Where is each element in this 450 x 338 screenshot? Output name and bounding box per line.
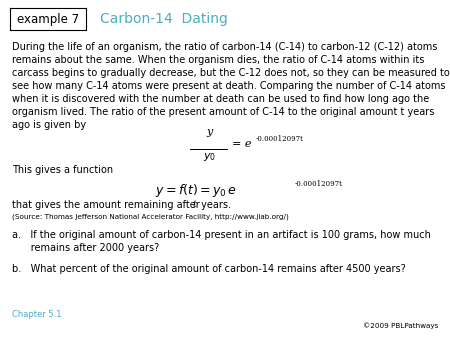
Text: a.   If the original amount of carbon-14 present in an artifact is 100 grams, ho: a. If the original amount of carbon-14 p…: [12, 230, 431, 240]
Text: carcass begins to gradually decrease, but the C-12 does not, so they can be meas: carcass begins to gradually decrease, bu…: [12, 68, 450, 78]
Text: Carbon-14  Dating: Carbon-14 Dating: [100, 12, 228, 26]
Text: -0.00012097t: -0.00012097t: [256, 135, 304, 143]
Text: During the life of an organism, the ratio of carbon-14 (C-14) to carbon-12 (C-12: During the life of an organism, the rati…: [12, 42, 437, 52]
Text: see how many C-14 atoms were present at death. Comparing the number of C-14 atom: see how many C-14 atoms were present at …: [12, 81, 445, 91]
Text: (Source: Thomas Jefferson National Accelerator Facility, http://www.jlab.org/): (Source: Thomas Jefferson National Accel…: [12, 213, 289, 219]
Text: remains about the same. When the organism dies, the ratio of C-14 atoms within i: remains about the same. When the organis…: [12, 55, 424, 65]
Text: Chapter 5.1: Chapter 5.1: [12, 310, 62, 319]
Text: b.   What percent of the original amount of carbon-14 remains after 4500 years?: b. What percent of the original amount o…: [12, 264, 406, 274]
Text: organism lived. The ratio of the present amount of C-14 to the original amount t: organism lived. The ratio of the present…: [12, 107, 434, 117]
Text: This gives a function: This gives a function: [12, 165, 113, 175]
Text: y: y: [207, 127, 213, 137]
Text: when it is discovered with the number at death can be used to find how long ago : when it is discovered with the number at…: [12, 94, 429, 104]
Text: t: t: [192, 200, 196, 209]
Text: -0.00012097t: -0.00012097t: [295, 180, 343, 188]
Text: ago is given by: ago is given by: [12, 120, 86, 130]
Text: $y_0$: $y_0$: [203, 151, 216, 163]
Text: that gives the amount remaining after: that gives the amount remaining after: [12, 200, 203, 210]
Text: = e: = e: [232, 139, 252, 149]
Text: $y = f(t) = y_0\,e$: $y = f(t) = y_0\,e$: [155, 182, 237, 199]
Text: example 7: example 7: [17, 13, 79, 25]
Text: years.: years.: [198, 200, 231, 210]
Text: ©2009 PBLPathways: ©2009 PBLPathways: [363, 322, 438, 329]
Text: remains after 2000 years?: remains after 2000 years?: [12, 243, 159, 253]
